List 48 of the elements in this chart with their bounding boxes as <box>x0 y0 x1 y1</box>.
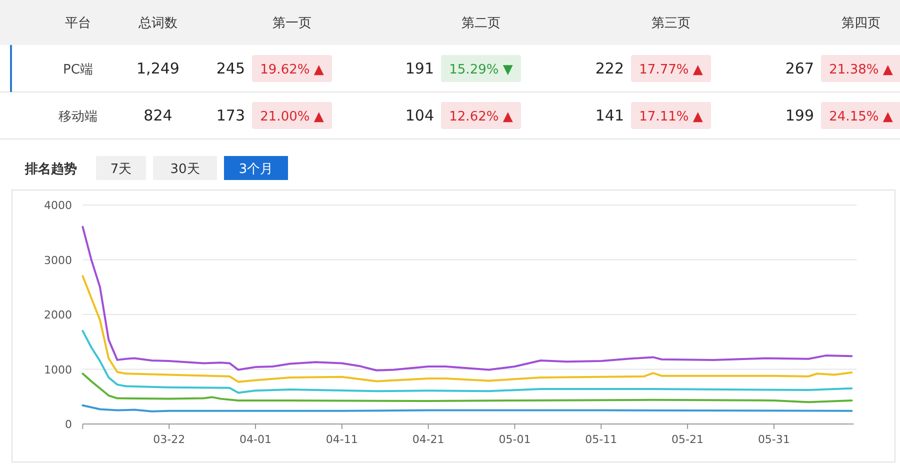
x-tick-label: 04-21 <box>412 433 444 446</box>
text: 824 <box>144 106 172 124</box>
x-tick-label: 04-01 <box>240 433 272 446</box>
text: 15.29% ▼ <box>449 62 513 78</box>
x-tick-label: 05-21 <box>672 433 704 446</box>
text: 平台 <box>65 16 91 31</box>
x-tick-label: 03-22 <box>153 433 186 446</box>
chart-title: 排名趋势 <box>24 161 77 177</box>
line-series <box>82 275 853 383</box>
line-series <box>82 226 853 372</box>
text: 24.15% ▲ <box>829 110 893 124</box>
line-series <box>82 404 853 412</box>
category-label: 第二页 <box>462 16 500 31</box>
y-tick-label: 0 <box>65 418 72 431</box>
y-tick-label: 4000 <box>44 199 72 212</box>
text: 1,249 <box>136 60 180 78</box>
line-series <box>82 330 853 394</box>
text: 30天 <box>170 162 200 177</box>
y-tick-label: 2000 <box>44 308 72 322</box>
line-series <box>82 372 853 404</box>
x-tick-label: 05-11 <box>585 433 618 446</box>
x-tick-label: 05-01 <box>498 433 531 446</box>
category-label: 总词数 <box>138 16 178 31</box>
text: 19.62% ▲ <box>260 62 324 78</box>
text: 3个月 <box>238 162 274 177</box>
text: 199 <box>785 106 814 124</box>
text: 222 <box>595 60 624 78</box>
category-label: 第一页 <box>272 16 312 31</box>
y-tick-label: 3000 <box>44 254 72 267</box>
text: 141 <box>595 106 624 124</box>
category-label: 第四页 <box>842 16 880 31</box>
text: 12.62% ▲ <box>449 110 513 124</box>
text: 173 <box>216 106 245 124</box>
category-label: 移动端 <box>58 110 98 124</box>
text: 17.11% ▲ <box>639 110 703 124</box>
category-label: 第三页 <box>652 16 690 31</box>
text: 191 <box>405 60 434 78</box>
category-label: PC端 <box>63 62 93 78</box>
y-tick-label: 1000 <box>44 363 72 376</box>
text: 245 <box>216 60 245 78</box>
text: 7天 <box>110 162 132 177</box>
text: 21.00% ▲ <box>260 110 324 124</box>
x-tick-label: 05-31 <box>758 433 790 446</box>
text: 21.38% ▲ <box>829 62 893 78</box>
x-tick-label: 04-11 <box>326 433 358 446</box>
text: 104 <box>405 106 434 124</box>
text: 267 <box>785 60 814 78</box>
text: 17.77% ▲ <box>639 62 703 78</box>
